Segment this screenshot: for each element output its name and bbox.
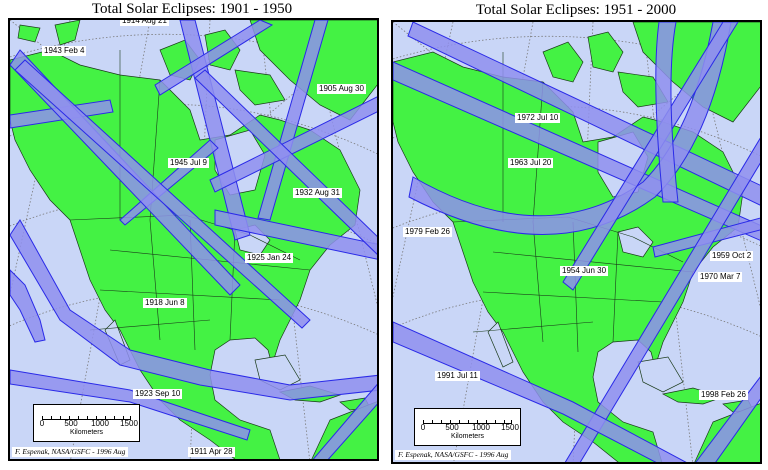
credit-text: F. Espenak, NASA/GSFC - 1996 Aug [395,450,512,460]
scale-tick-1000: 1000 [91,419,109,428]
eclipse-label-1905-aug-30: 1905 Aug 30 [317,84,366,94]
scale-tick-1500: 1500 [501,423,519,432]
eclipse-label-1943-feb-4: 1943 Feb 4 [42,46,87,56]
map-title: Total Solar Eclipses: 1901 - 1950 [91,1,293,17]
map-title: Total Solar Eclipses: 1951 - 2000 [475,2,677,18]
eclipse-label-1925-jan-24: 1925 Jan 24 [245,253,294,263]
map-panel-1901-1950: Total Solar Eclipses: 1901 - 1950 [8,1,379,461]
eclipse-label-1998-feb-26: 1998 Feb 26 [699,390,748,400]
eclipse-map: 1914 Aug 21 1943 Feb 4 1905 Aug 30 1945 … [8,18,379,461]
eclipse-path-1932 [194,69,377,255]
scale-tick-0: 0 [39,419,45,428]
eclipse-label-1945-jul-9: 1945 Jul 9 [168,158,209,168]
eclipse-label-1972-jul-10: 1972 Jul 10 [515,113,561,123]
eclipse-label-1970-mar-7: 1970 Mar 7 [698,272,743,282]
eclipse-label-1959-oct-2: 1959 Oct 2 [710,251,754,261]
scale-tick-0: 0 [420,423,426,432]
eclipse-label-1932-aug-31: 1932 Aug 31 [293,188,342,198]
eclipse-path-1918 [14,59,311,329]
eclipse-paths [393,22,760,462]
scale-unit: Kilometers [450,433,485,440]
scale-ticks [42,413,131,420]
scale-tick-1000: 1000 [472,423,490,432]
scale-tick-500: 500 [445,423,459,432]
eclipse-label-1963-jul-20: 1963 Jul 20 [508,158,554,168]
eclipse-label-1954-jun-30: 1954 Jun 30 [560,266,609,276]
scale-bar: 0 500 1000 1500 Kilometers [414,408,521,446]
eclipse-label-1911-apr-28: 1911 Apr 28 [188,447,235,457]
eclipse-label-1914-aug-21: 1914 Aug 21 [120,18,169,26]
map-graphic [393,22,760,462]
scale-tick-1500: 1500 [120,419,138,428]
eclipse-label-1923-sep-10: 1923 Sep 10 [133,389,183,399]
map-graphic [10,20,377,459]
credit-text: F. Espenak, NASA/GSFC - 1996 Aug [12,447,129,457]
scale-tick-500: 500 [64,419,78,428]
eclipse-map: 1972 Jul 10 1963 Jul 20 1979 Feb 26 1959… [391,20,762,464]
eclipse-label-1918-jun-8: 1918 Jun 8 [143,298,187,308]
scale-ticks [423,417,512,424]
scale-unit: Kilometers [69,429,104,436]
eclipse-label-1991-jul-11: 1991 Jul 11 [435,371,480,381]
map-panel-1951-2000: Total Solar Eclipses: 1951 - 2000 [384,0,768,470]
scale-bar: 0 500 1000 1500 Kilometers [33,404,140,442]
eclipse-label-1979-feb-26: 1979 Feb 26 [403,227,452,237]
